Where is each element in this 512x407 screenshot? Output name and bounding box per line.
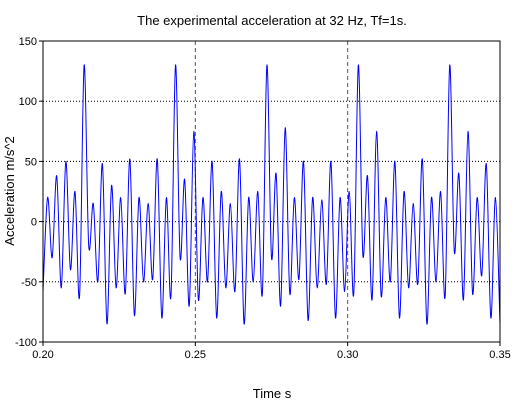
y-tick-label: -50 <box>21 277 37 289</box>
chart-title: The experimental acceleration at 32 Hz, … <box>137 13 407 28</box>
y-axis-label: Acceleration m/s^2 <box>2 136 17 245</box>
series-layer <box>42 64 501 325</box>
x-tick-label: 0.30 <box>337 349 358 361</box>
y-tick-label: 100 <box>19 96 37 108</box>
x-tick-label: 0.35 <box>489 349 510 361</box>
series-line <box>42 64 501 325</box>
ticks: -100 -50 0 50 100 150 0.20 0.25 0.30 0.35 <box>15 36 511 361</box>
plot-frame <box>42 40 501 343</box>
x-axis-label: Time s <box>253 386 292 401</box>
y-tick-label: 150 <box>19 36 37 48</box>
y-tick-label: 0 <box>31 217 37 229</box>
x-tick-label: 0.25 <box>185 349 206 361</box>
y-tick-label: 50 <box>25 156 37 168</box>
x-tick-label: 0.20 <box>32 349 53 361</box>
y-tick-label: -100 <box>15 337 37 349</box>
